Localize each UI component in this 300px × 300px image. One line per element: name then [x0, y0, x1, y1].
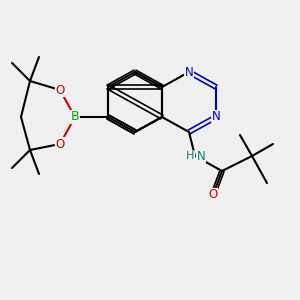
Text: N: N: [196, 149, 206, 163]
Text: H: H: [186, 151, 195, 161]
Text: O: O: [56, 137, 64, 151]
Text: N: N: [184, 65, 194, 79]
Text: O: O: [56, 83, 64, 97]
Text: N: N: [212, 110, 220, 124]
Text: O: O: [208, 188, 217, 202]
Text: B: B: [71, 110, 79, 124]
